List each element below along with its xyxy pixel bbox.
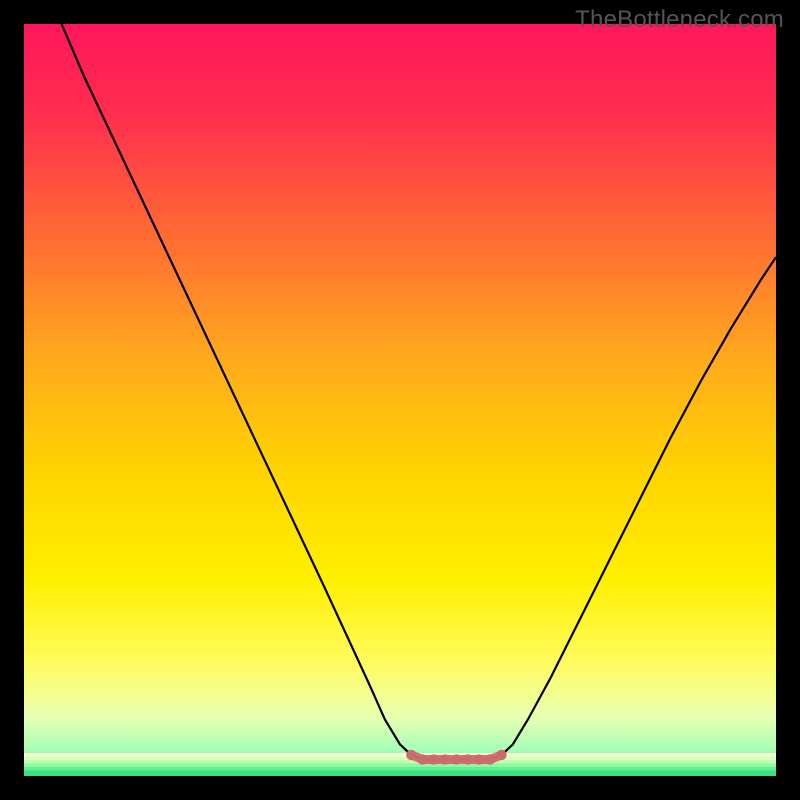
bottleneck-chart bbox=[0, 0, 800, 800]
watermark-text: TheBottleneck.com bbox=[575, 6, 784, 34]
chart-stage: TheBottleneck.com bbox=[0, 0, 800, 800]
plot-background bbox=[24, 24, 776, 776]
bottom-color-bands bbox=[24, 753, 776, 775]
